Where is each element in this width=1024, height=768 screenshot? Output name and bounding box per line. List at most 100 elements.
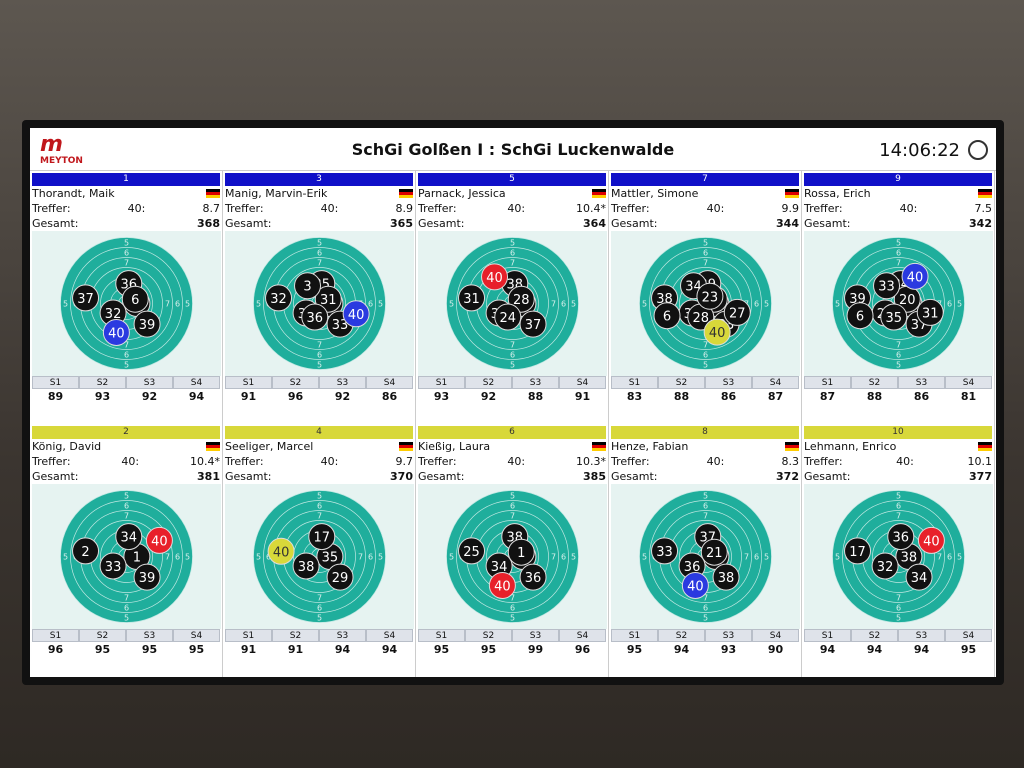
ring-label: 6 (317, 351, 322, 360)
shot: 40 (102, 318, 130, 346)
flag (399, 442, 413, 451)
ring-label: 7 (124, 512, 129, 521)
flag (978, 189, 992, 198)
ring-label: 6 (510, 249, 515, 258)
shot-dot (519, 310, 547, 338)
hits-label: Treffer: (804, 455, 843, 468)
shot-number: 40 (273, 545, 290, 560)
shot-number: 32 (877, 560, 894, 575)
hits-label: Treffer: (418, 202, 457, 215)
shot: 6 (121, 285, 149, 313)
shot-dot (494, 303, 522, 331)
shot-dot (844, 537, 872, 565)
ring-label: 5 (703, 239, 708, 248)
shot-dot (458, 284, 486, 312)
hits-row: Treffer: 40: 9.9 (611, 201, 799, 216)
last-shot: 10.1 (967, 455, 993, 468)
ring (649, 247, 762, 360)
ring-label: 5 (896, 614, 901, 623)
shot: 6 (653, 302, 681, 330)
shooter-name: Henze, Fabian (611, 440, 689, 453)
shot-number: 34 (911, 571, 928, 586)
series-score: 94 (188, 390, 205, 403)
series-label: S3 (126, 629, 173, 642)
ring (70, 500, 183, 613)
shooter-name: Rossa, Erich (804, 187, 871, 200)
ring-label: 6 (124, 502, 129, 511)
lane-number: 9 (804, 173, 992, 186)
shooter-panel: 10 Lehmann, Enrico Treffer: 40: 10.1 Gesamt: 3… (802, 424, 995, 677)
logo-text: MEYTON (40, 156, 83, 166)
ring-label: 5 (185, 553, 190, 562)
target: 555566667777334383625140 (418, 484, 607, 629)
ring-label: 6 (896, 502, 901, 511)
shot-dot (846, 302, 874, 330)
ring (60, 237, 193, 370)
shot-dot (887, 523, 915, 551)
hits-row: Treffer: 40: 8.3 (611, 454, 799, 469)
shot-number: 40 (494, 579, 511, 594)
target: 555566667777383236341740 (804, 484, 993, 629)
target: 5555666677771232363937640 (32, 231, 221, 376)
shot-number: 28 (513, 293, 530, 308)
total-row: Gesamt: 385 (418, 469, 606, 484)
shot-dot (294, 272, 322, 300)
hits-label: Treffer: (225, 455, 264, 468)
shot: 39 (133, 310, 161, 338)
series-score: 94 (866, 643, 883, 656)
shooter-panel: 8 Henze, Fabian Treffer: 40: 8.3 Gesamt: 372 5 5… (609, 424, 802, 677)
shot-number: 36 (525, 571, 542, 586)
total-value: 377 (969, 470, 992, 483)
ring-label: 5 (835, 300, 840, 309)
shot-dot (696, 282, 724, 310)
series-label: S4 (945, 629, 992, 642)
shot: 3 (294, 272, 322, 300)
last-shot: 10.4* (576, 202, 606, 215)
ring-label: 5 (571, 553, 576, 562)
shot-dot (102, 318, 130, 346)
shot-number: 37 (77, 292, 94, 307)
hits-row: Treffer: 40: 10.4* (418, 201, 606, 216)
shot: 33 (99, 552, 127, 580)
name-row: Rossa, Erich (804, 186, 992, 201)
target: 55556666777739383533323136340 (225, 231, 414, 376)
series-score: 91 (287, 643, 304, 656)
shot: 24 (494, 303, 522, 331)
total-row: Gesamt: 368 (32, 216, 220, 231)
lane-number: 2 (32, 426, 220, 439)
ring-label: 6 (124, 249, 129, 258)
shot-number: 3 (303, 280, 311, 295)
series-score: 94 (381, 643, 398, 656)
series-label: S3 (512, 376, 559, 389)
series-score: 94 (673, 643, 690, 656)
shot: 40 (145, 526, 173, 554)
hits-count: 40: (121, 455, 140, 468)
shot: 32 (265, 284, 293, 312)
ring-label: 7 (703, 259, 708, 268)
header: m MEYTON SchGi Golßen I : SchGi Luckenwal… (30, 128, 996, 171)
series-score: 95 (188, 643, 205, 656)
ring-label: 6 (317, 249, 322, 258)
ring-label: 5 (896, 239, 901, 248)
series-score: 92 (141, 390, 158, 403)
shot-number: 31 (922, 306, 939, 321)
ring (456, 500, 569, 613)
series-values: 89 93 92 94 (32, 389, 220, 404)
shot-number: 29 (332, 571, 349, 586)
shooter-panel: 6 Kießig, Laura Treffer: 40: 10.3* Gesamt: 385… (416, 424, 609, 677)
ring-label: 5 (256, 553, 261, 562)
series-label: S4 (559, 629, 606, 642)
shot-dot (458, 537, 486, 565)
series-header: S1 S2 S3 S4 (225, 629, 413, 642)
series-header: S1 S2 S3 S4 (32, 376, 220, 389)
ring-label: 6 (561, 553, 566, 562)
ring-label: 5 (571, 300, 576, 309)
shooter-name: Manig, Marvin-Erik (225, 187, 328, 200)
shot-number: 40 (348, 308, 365, 323)
total-label: Gesamt: (804, 217, 851, 230)
ring (842, 247, 955, 360)
shot-number: 40 (923, 534, 940, 549)
ring-label: 5 (63, 300, 68, 309)
series-score: 99 (527, 643, 544, 656)
